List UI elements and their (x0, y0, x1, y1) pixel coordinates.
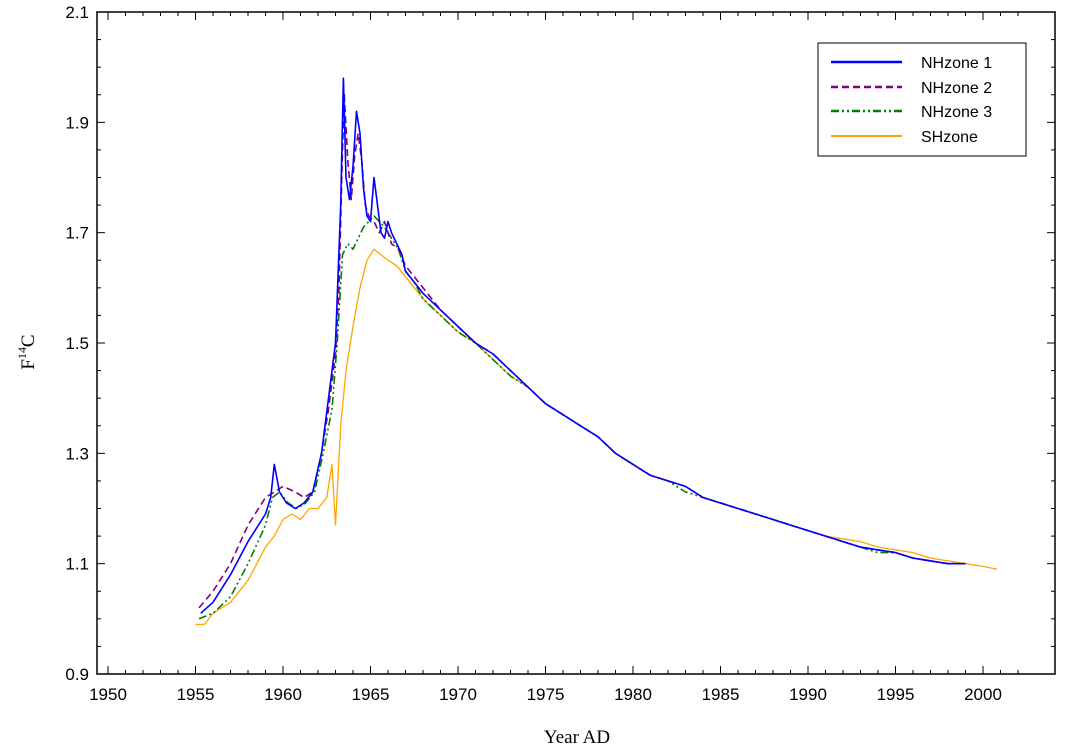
y-tick-label: 2.1 (65, 3, 89, 22)
legend-label-nhzone-2: NHzone 2 (921, 80, 992, 97)
series-line-nhzone-3 (198, 215, 966, 620)
series-layer (195, 77, 998, 626)
x-tick-label: 1955 (177, 685, 215, 704)
legend-label-shzone: SHzone (921, 129, 978, 146)
legend: NHzone 1 NHzone 2 NHzone 3 SHzone (817, 42, 1027, 157)
x-tick-label: 1950 (89, 685, 127, 704)
x-tick-label: 1975 (527, 685, 565, 704)
y-tick-label: 1.5 (65, 334, 89, 353)
y-axis-title-tail: C (18, 334, 39, 347)
svg-text:F14C: F14C (15, 334, 39, 369)
y-axis-title-main: F (18, 359, 39, 370)
x-tick-label: 1960 (264, 685, 302, 704)
y-tick-label: 1.3 (65, 444, 89, 463)
y-axis-title-sup: 14 (15, 347, 29, 359)
x-tick-label: 1970 (439, 685, 477, 704)
x-tick-label: 1995 (877, 685, 915, 704)
series-line-shzone (195, 248, 998, 626)
y-tick-label: 1.9 (65, 113, 89, 132)
x-tick-label: 1965 (352, 685, 390, 704)
ticks-layer: 1950 1955 1960 1965 1970 1975 1980 1985 1990 1995… (65, 3, 1055, 704)
y-tick-label: 1.1 (65, 555, 89, 574)
x-tick-label: 2000 (964, 685, 1002, 704)
x-tick-label: 1980 (614, 685, 652, 704)
y-tick-label: 0.9 (65, 665, 89, 684)
y-tick-label: 1.7 (65, 224, 89, 243)
series-line-nhzone-2 (198, 94, 966, 609)
legend-label-nhzone-3: NHzone 3 (921, 104, 992, 121)
x-tick-label: 1990 (789, 685, 827, 704)
y-axis-title: F14C (15, 334, 39, 369)
legend-label-nhzone-1: NHzone 1 (921, 55, 992, 72)
x-tick-label: 1985 (702, 685, 740, 704)
x-axis-title: Year AD (544, 727, 610, 748)
series-line-nhzone-1 (200, 77, 966, 614)
